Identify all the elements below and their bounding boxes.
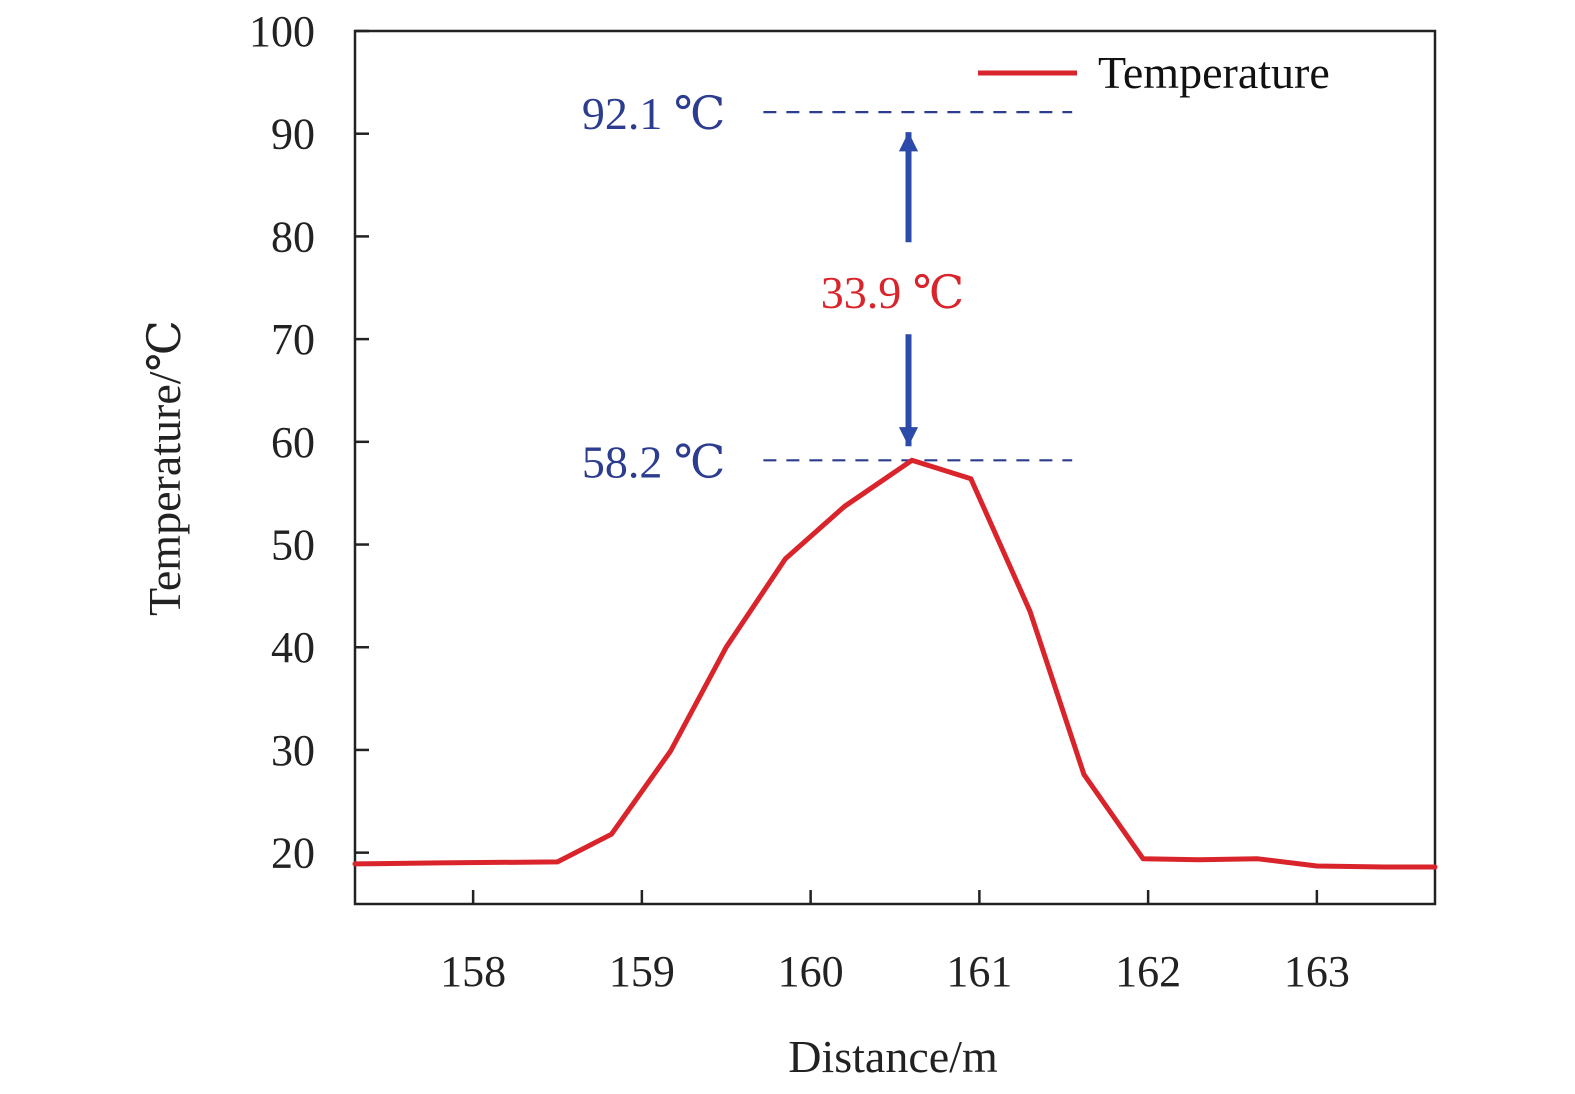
x-tick-label: 160	[778, 947, 844, 996]
y-tick-label: 80	[271, 212, 315, 261]
legend-label: Temperature	[1098, 47, 1330, 98]
x-tick-label: 159	[609, 947, 675, 996]
difference-label: 33.9 ℃	[821, 267, 964, 318]
y-tick-label: 20	[271, 829, 315, 878]
x-axis-title: Distance/m	[788, 1031, 998, 1082]
lower-level-label: 58.2 ℃	[582, 436, 725, 487]
y-tick-label: 90	[271, 110, 315, 159]
x-tick-label: 161	[946, 947, 1012, 996]
y-tick-label: 60	[271, 418, 315, 467]
x-tick-label: 163	[1284, 947, 1350, 996]
y-tick-label: 40	[271, 623, 315, 672]
y-tick-label: 30	[271, 726, 315, 775]
y-axis-title: Temperature/℃	[139, 320, 190, 616]
plot-frame	[353, 29, 1437, 906]
y-tick-label: 50	[271, 521, 315, 570]
x-tick-label: 162	[1115, 947, 1181, 996]
upper-level-label: 92.1 ℃	[582, 88, 725, 139]
legend: Temperature	[978, 47, 1330, 98]
y-tick-label: 70	[271, 315, 315, 364]
x-tick-label: 158	[440, 947, 506, 996]
temperature-series-line	[352, 457, 1438, 870]
y-tick-label: 100	[249, 7, 315, 56]
